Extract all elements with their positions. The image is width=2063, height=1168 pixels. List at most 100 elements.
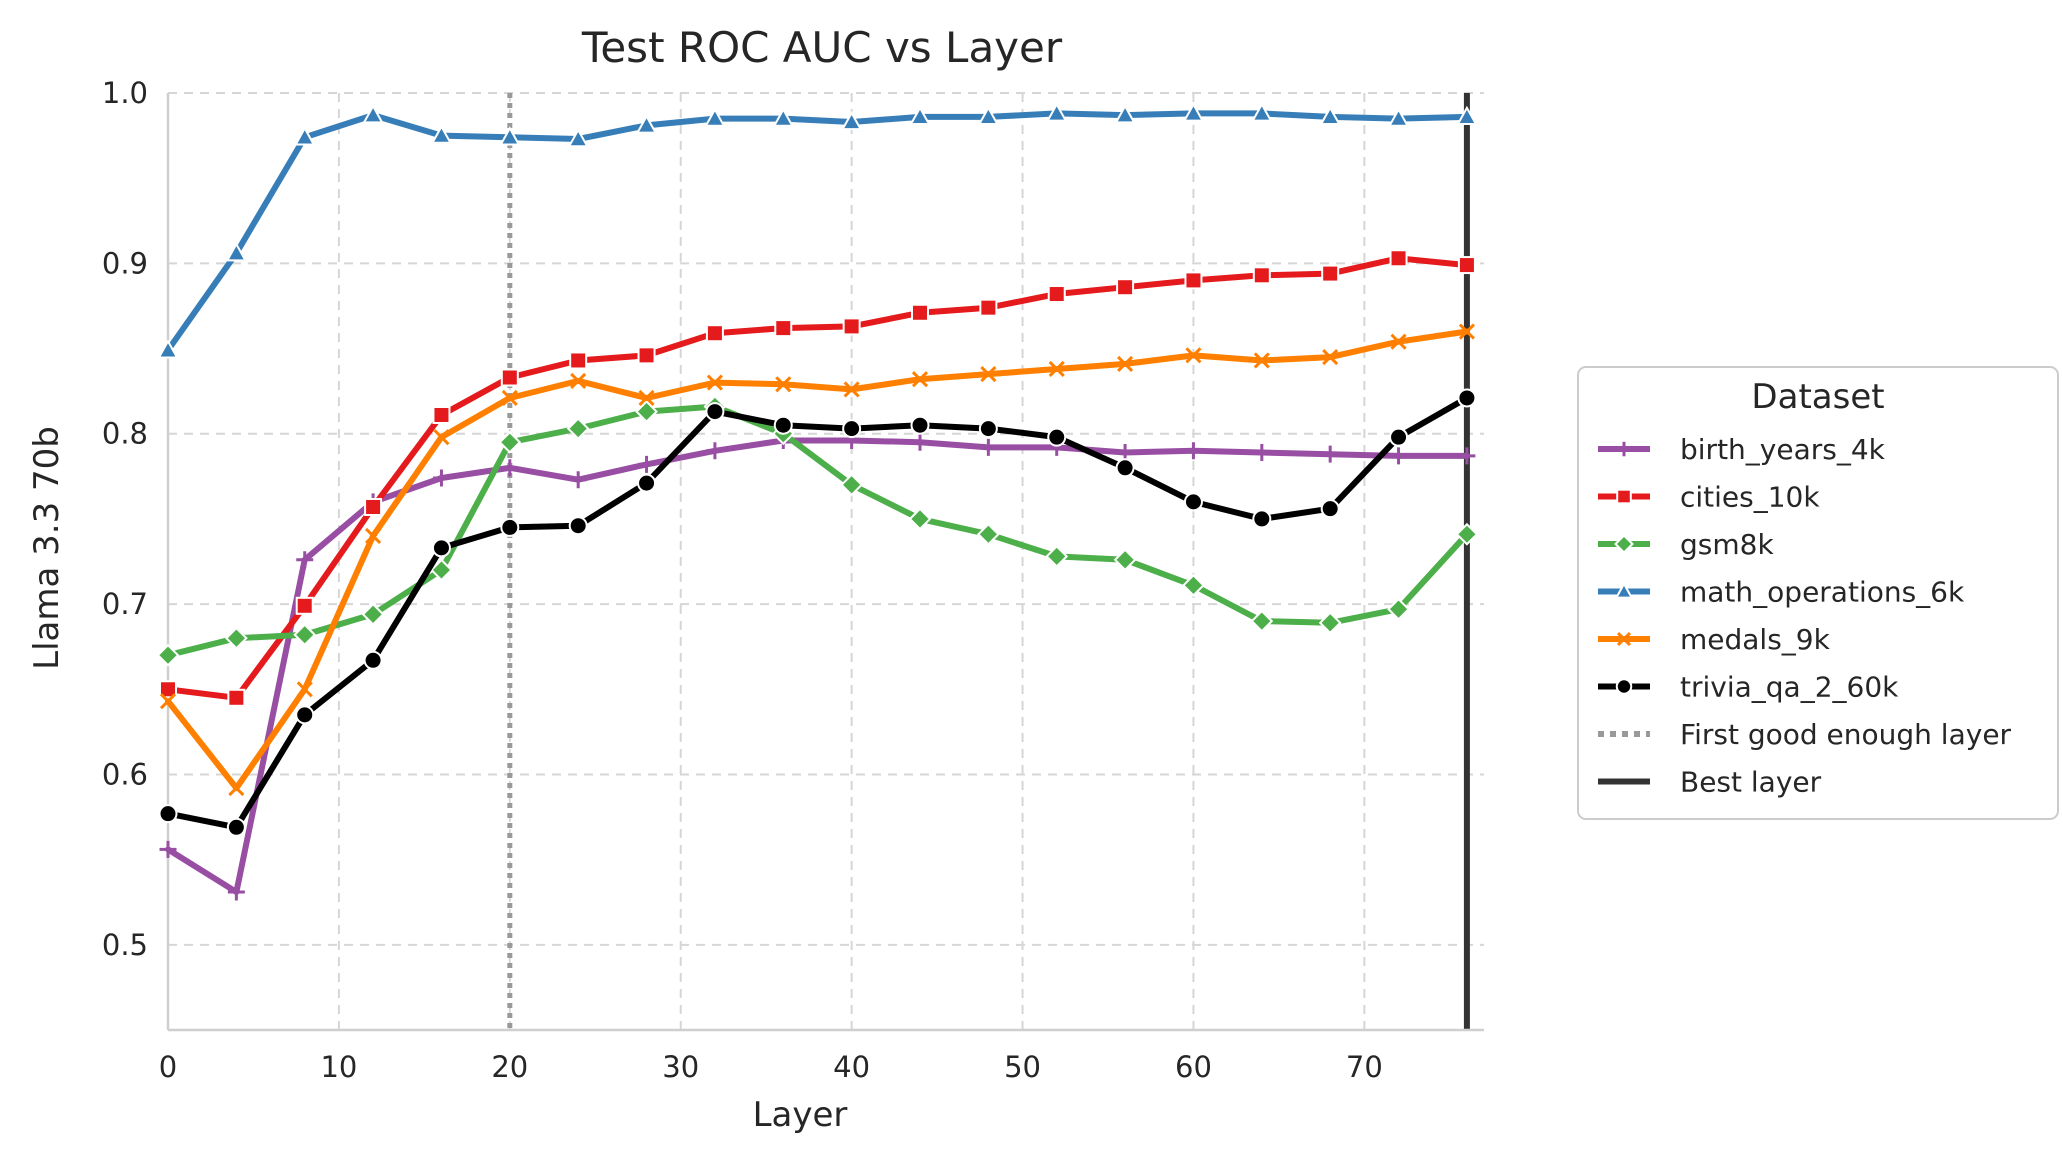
legend-box: [1577, 366, 2059, 820]
data-point: [430, 558, 453, 582]
data-point: [295, 596, 314, 615]
legend-item-trivia_qa_2_60k: trivia_qa_2_60k: [1598, 671, 1899, 704]
y-axis-label: Llama 3.3 70b: [27, 426, 67, 670]
data-point: [499, 126, 521, 146]
data-point: [1456, 105, 1478, 126]
data-point: [840, 110, 863, 131]
legend-marker: [1616, 631, 1632, 647]
data-point: [911, 303, 929, 322]
y-tick-label: 0.8: [102, 417, 148, 451]
data-point: [1457, 256, 1476, 275]
series-line: [165, 395, 1470, 831]
series-line: [165, 328, 1470, 792]
legend-title: Dataset: [1751, 377, 1884, 417]
legend-item-reference-1: Best layer: [1598, 766, 1822, 799]
data-point: [773, 415, 793, 435]
data-point: [774, 319, 793, 338]
data-point: [365, 527, 382, 545]
data-point: [293, 623, 317, 647]
data-point: [1184, 442, 1202, 460]
data-point: [159, 680, 177, 699]
legend-label: medals_9k: [1680, 623, 1831, 656]
data-point: [704, 107, 726, 127]
data-point: [1045, 544, 1069, 568]
series-lines: [156, 102, 1479, 901]
data-point: [1387, 107, 1410, 127]
data-point: [1390, 447, 1408, 465]
data-point: [225, 242, 248, 262]
data-point: [635, 400, 658, 423]
data-point: [1318, 611, 1342, 635]
legend-label: gsm8k: [1680, 528, 1774, 561]
x-tick-label: 60: [1175, 1050, 1212, 1084]
data-point: [976, 522, 1000, 546]
data-point: [706, 374, 723, 391]
data-point: [980, 366, 997, 383]
data-point: [1387, 597, 1410, 621]
data-point: [569, 471, 587, 489]
data-point: [501, 389, 518, 407]
data-point: [1113, 548, 1137, 572]
data-point: [570, 372, 587, 389]
legend-label: trivia_qa_2_60k: [1680, 671, 1899, 704]
series-trivia_qa_2_60k: [158, 388, 1477, 837]
data-point: [842, 419, 862, 439]
data-point: [500, 368, 519, 387]
data-point: [1320, 499, 1340, 519]
data-point: [224, 626, 248, 650]
data-point: [498, 430, 522, 454]
data-point: [1117, 355, 1134, 372]
x-tick-label: 10: [320, 1050, 357, 1084]
legend-items: birth_years_4k cities_10k gsm8k math_operat…: [1598, 433, 2012, 799]
data-point: [772, 107, 794, 127]
data-point: [433, 429, 450, 446]
data-point: [363, 650, 383, 670]
data-point: [1182, 573, 1205, 597]
data-point: [1390, 333, 1407, 350]
data-point: [979, 438, 997, 456]
data-point: [637, 346, 656, 365]
x-axis-label: Layer: [753, 1095, 848, 1135]
x-tick-label: 30: [662, 1050, 699, 1084]
data-point: [296, 551, 314, 569]
reference-lines: [507, 93, 1470, 1030]
data-point: [1048, 360, 1065, 378]
data-point: [1458, 323, 1475, 340]
data-point: [569, 351, 588, 370]
legend-marker: [1614, 534, 1634, 554]
data-point: [1250, 609, 1274, 633]
legend-marker: [1616, 441, 1632, 457]
data-point: [635, 114, 658, 134]
data-point: [296, 681, 313, 698]
series-medals_9k: [159, 323, 1475, 797]
data-point: [705, 402, 725, 422]
data-point: [159, 693, 177, 710]
data-point: [1321, 445, 1339, 463]
data-point: [1457, 388, 1477, 408]
data-point: [295, 705, 315, 725]
legend-item-medals_9k: medals_9k: [1598, 623, 1831, 656]
series-birth_years_4k: [159, 432, 1476, 901]
data-point: [1253, 352, 1270, 369]
data-point: [1321, 264, 1340, 283]
y-tick-label: 1.0: [102, 76, 148, 110]
x-tick-label: 50: [1004, 1050, 1041, 1084]
data-point: [843, 381, 860, 398]
data-point: [500, 517, 520, 537]
data-point: [1252, 266, 1271, 285]
y-tick-label: 0.9: [102, 246, 148, 280]
data-point: [1252, 509, 1272, 529]
data-point: [1184, 271, 1203, 290]
axes: [166, 93, 1484, 1032]
data-point: [1183, 492, 1203, 512]
data-point: [566, 417, 590, 441]
data-point: [431, 538, 451, 558]
data-point: [911, 433, 929, 451]
data-point: [226, 817, 246, 837]
data-point: [158, 804, 178, 824]
legend-marker: [1616, 488, 1632, 505]
data-point: [1319, 105, 1341, 126]
chart-title: Test ROC AUC vs Layer: [581, 23, 1063, 72]
